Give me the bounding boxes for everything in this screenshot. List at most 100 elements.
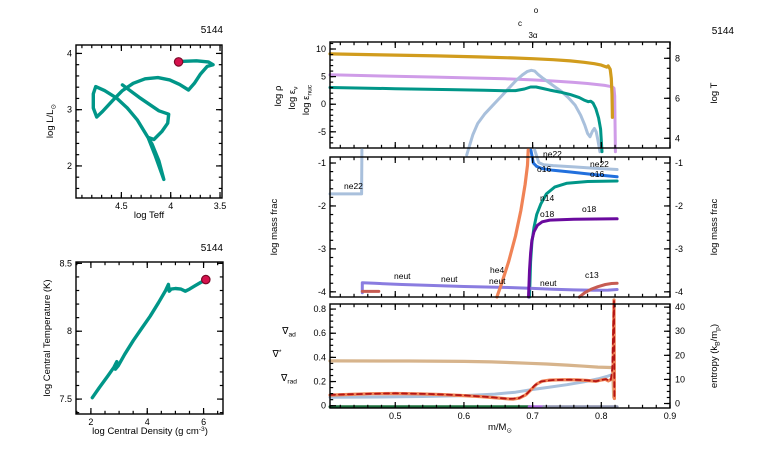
- axis-label-log-t-seg: log T: [709, 82, 720, 103]
- y-tick-label: 0: [321, 401, 326, 411]
- model-number-profiles: 5144: [712, 26, 735, 37]
- x-tick-label: 6: [201, 417, 206, 427]
- axis-label-entropy-seg: /m: [709, 331, 720, 342]
- axis-label-log-eps-nu-seg: ν: [292, 86, 299, 90]
- profile-abundance-frame: [329, 156, 671, 298]
- iso-label-o16-a: o16: [537, 164, 551, 174]
- hr-current-model-marker: [173, 57, 184, 67]
- y2-tick-label: 4: [675, 133, 680, 143]
- y-tick-label: 3: [67, 105, 72, 115]
- iso-label-neut-c-seg: neut: [489, 276, 506, 286]
- hr-diagram-frame: [75, 44, 223, 199]
- axis-label-grad-ad-seg: ad: [288, 331, 296, 338]
- iso-label-c13: c13: [585, 270, 599, 280]
- iso-label-neut-d: neut: [540, 278, 557, 288]
- iso-label-he4: he4: [490, 265, 504, 275]
- y-tick-label: 10: [316, 44, 326, 54]
- hr-xlabel: log Teff: [134, 210, 165, 221]
- iso-label-n14-seg: n14: [540, 193, 554, 203]
- axis-label-grad-star: ∇*: [272, 349, 282, 360]
- y-tick-label: 8: [67, 326, 72, 336]
- iso-label-neut-a-seg: neut: [394, 271, 411, 281]
- y-tick-label: 2: [67, 161, 72, 171]
- burn-zone-label-3a: 3α: [528, 31, 537, 40]
- x-tick-label: 4.5: [115, 201, 128, 211]
- y2-tick-label: 20: [675, 350, 685, 360]
- iso-label-neut-b-seg: neut: [441, 274, 458, 284]
- x-tick-label: 0.8: [595, 411, 608, 421]
- iso-label-o18-a-seg: o18: [540, 209, 554, 219]
- iso-label-neut-a: neut: [394, 271, 411, 281]
- iso-label-ne22-core: ne22: [344, 181, 363, 191]
- series-ne22-envelope: [533, 148, 619, 171]
- burn-zone-label-o: o: [534, 6, 539, 15]
- panel-profile-thermo: 10 5 0 -5 8 6 4: [316, 41, 680, 157]
- burn-zone-label-c: c: [518, 19, 522, 28]
- y-tick-label: 0.8: [313, 304, 326, 314]
- y-tick-label: 0.4: [313, 352, 326, 362]
- model-number-profiles-seg: 5144: [712, 26, 735, 37]
- x-tick-label: 0.7: [526, 411, 539, 421]
- iso-label-neut-b: neut: [441, 274, 458, 284]
- y-tick-label: 0.6: [313, 328, 326, 338]
- rho-t-ylabel-seg: log Central Temperature (K): [42, 279, 53, 396]
- panel-hr-diagram: 4.5 4 3.5 2 3 4: [67, 44, 226, 211]
- axis-label-grad-star-seg: *: [279, 349, 282, 356]
- series-log-eps-nuc: [465, 68, 602, 157]
- y-tick-label: -1: [318, 158, 326, 168]
- y-tick-label: 5: [321, 72, 326, 82]
- rho-t-xlabel-seg: -3: [199, 426, 205, 433]
- axis-label-grad-rad: ∇rad: [280, 373, 297, 385]
- model-number-rho-t-seg: 5144: [201, 243, 224, 254]
- axis-label-entropy-seg: B: [714, 341, 721, 346]
- rho-t-xlabel-seg: ): [205, 426, 208, 437]
- axis-label-entropy-seg: ): [709, 324, 720, 327]
- series-log-t: [328, 52, 615, 119]
- y2-tick-label: 0: [675, 399, 680, 409]
- series-log-eps-nu: [328, 85, 604, 154]
- axis-label-log-eps-nu: log εν: [287, 86, 299, 110]
- iso-label-ne22-env: ne22: [590, 159, 609, 169]
- series-hr-track: [91, 59, 215, 182]
- axis-label-log-rho: log ρ: [273, 85, 284, 106]
- iso-label-ne22-top: ne22: [543, 149, 562, 159]
- axis-label-mass-frac-right: log mass frac: [709, 199, 720, 256]
- iso-label-ne22-core-seg: ne22: [344, 181, 363, 191]
- rho-t-xlabel-seg: log Central Density (g cm: [92, 426, 199, 437]
- x-tick-label: 2: [88, 417, 93, 427]
- hr-ylabel-seg: log L/L: [45, 110, 56, 139]
- panel-profile-gradients: 0.5 0.6 0.7 0.8 0.9 0.8 0.6 0.4 0.2 0 40 30 20 10 0: [313, 298, 685, 421]
- axis-label-log-eps-nuc-seg: log ε: [301, 95, 312, 115]
- iso-label-neut-c: neut: [489, 276, 506, 286]
- series-central-rho-t-track: [90, 277, 208, 400]
- axis-label-grad-ad-seg: ∇: [281, 326, 289, 337]
- axis-label-grad-rad-seg: ∇: [280, 373, 288, 384]
- x-tick-label: 4: [168, 201, 173, 211]
- y-tick-label: -4: [318, 287, 326, 297]
- axis-label-grad-ad: ∇ad: [281, 326, 296, 338]
- iso-label-o16-b-seg: o16: [590, 169, 604, 179]
- central-rho-t-frame: [75, 261, 224, 415]
- panel-profile-abundance: -1 -2 -3 -4 -1 -2 -3 -4: [318, 148, 683, 299]
- x-tick-label: 0.9: [664, 411, 677, 421]
- model-number-rho-t: 5144: [201, 243, 224, 254]
- axis-label-grad-star-seg: ∇: [272, 349, 280, 360]
- x-tick-label: 4: [145, 417, 150, 427]
- iso-label-c13-seg: c13: [585, 270, 599, 280]
- iso-label-ne22-env-seg: ne22: [590, 159, 609, 169]
- axis-label-entropy-seg: entropy (k: [709, 346, 720, 388]
- series-grad-star: [329, 299, 616, 400]
- iso-label-neut-d-seg: neut: [540, 278, 557, 288]
- model-number-hr-seg: 5144: [201, 25, 224, 36]
- y2-tick-label: -3: [675, 244, 683, 254]
- y-tick-label: 0: [321, 99, 326, 109]
- iso-label-he4-seg: he4: [490, 265, 504, 275]
- profiles-xlabel: m/M⊙: [488, 422, 512, 434]
- y-tick-label: -3: [318, 244, 326, 254]
- y2-tick-label: -2: [675, 201, 683, 211]
- iso-label-o16-a-seg: o16: [537, 164, 551, 174]
- y-tick-label: -2: [318, 201, 326, 211]
- hr-xlabel-seg: log Teff: [134, 210, 165, 221]
